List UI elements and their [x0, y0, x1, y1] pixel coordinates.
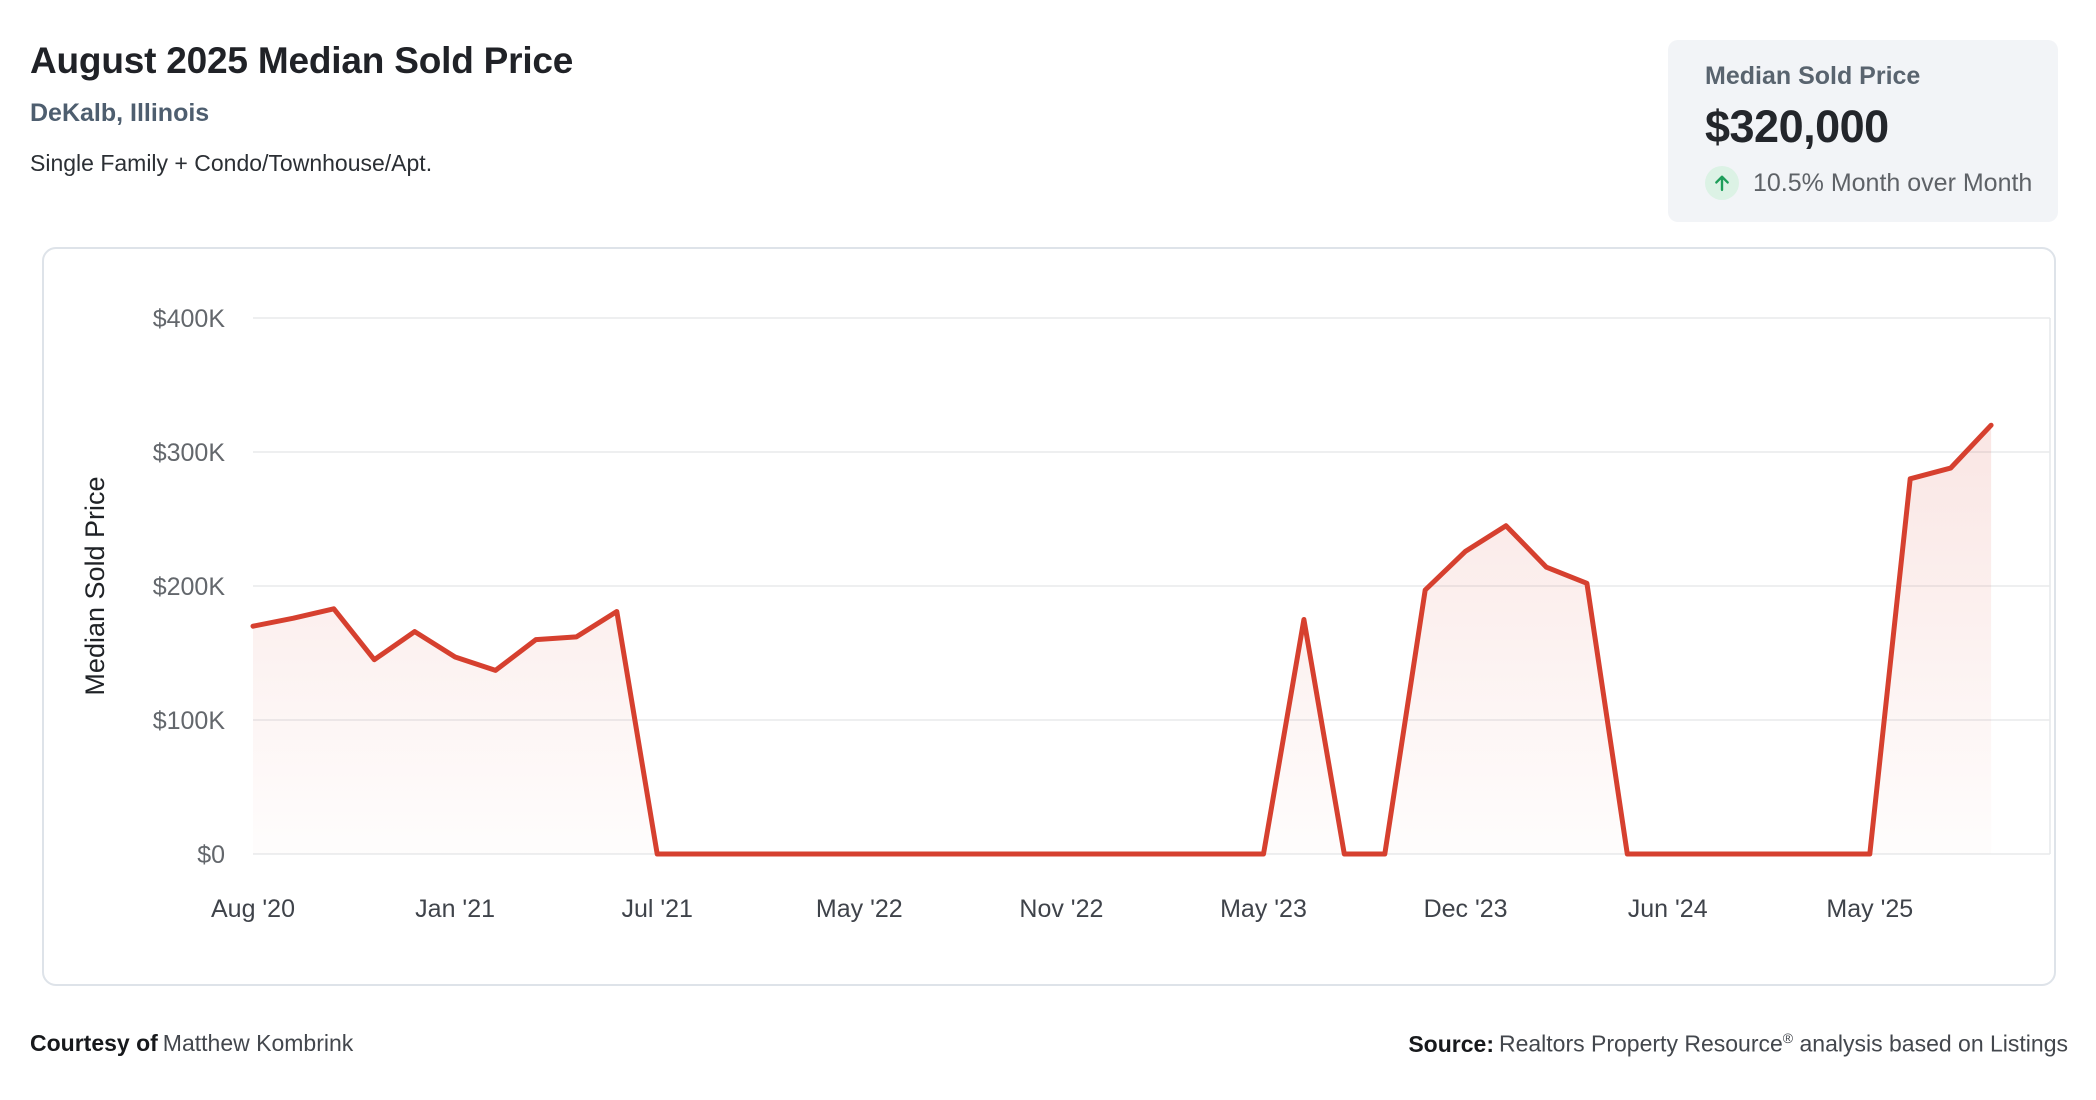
source-name: Realtors Property Resource: [1498, 1030, 1783, 1057]
footer-courtesy: Courtesy of Matthew Kombrink: [30, 1030, 353, 1057]
courtesy-label: Courtesy of: [30, 1030, 158, 1056]
y-axis-tick-labels: $0 $100K $200K $300K $400K: [153, 305, 226, 869]
svg-text:May '25: May '25: [1826, 895, 1913, 923]
svg-text:May '23: May '23: [1220, 895, 1307, 923]
svg-text:$100K: $100K: [153, 707, 226, 735]
svg-text:$400K: $400K: [153, 305, 226, 333]
stat-change-text: 10.5% Month over Month: [1753, 168, 2033, 197]
svg-text:May '22: May '22: [816, 895, 903, 923]
stat-card-value: $320,000: [1705, 101, 1889, 152]
median-sold-price-chart[interactable]: $0 $100K $200K $300K $400K Aug '20 Jan '21 Jul…: [44, 249, 2054, 984]
source-suffix: analysis based on Listings: [1793, 1030, 2068, 1057]
source-label: Source:: [1408, 1030, 1494, 1057]
x-axis-tick-labels: Aug '20 Jan '21 Jul '21 May '22 Nov '22 May '…: [211, 895, 1913, 923]
svg-text:Aug '20: Aug '20: [211, 895, 295, 923]
registered-mark: ®: [1782, 1030, 1794, 1046]
area-fill: [253, 425, 1992, 854]
svg-text:Jul '21: Jul '21: [621, 895, 692, 923]
courtesy-name: Matthew Kombrink: [162, 1030, 354, 1056]
svg-text:Nov '22: Nov '22: [1019, 895, 1103, 923]
svg-text:Jun '24: Jun '24: [1628, 895, 1708, 923]
arrow-up-icon: [1705, 166, 1739, 200]
chart-panel: $0 $100K $200K $300K $400K Aug '20 Jan '21 Jul…: [42, 247, 2056, 986]
location-subtitle: DeKalb, Illinois: [30, 99, 210, 127]
price-line: [250, 422, 1994, 857]
property-types-subtitle: Single Family + Condo/Townhouse/Apt.: [30, 150, 433, 176]
svg-text:Dec '23: Dec '23: [1424, 895, 1508, 923]
footer-source: Source: Realtors Property Resource® analy…: [1408, 1030, 2068, 1058]
y-axis-title: Median Sold Price: [80, 476, 110, 695]
stat-change-row: 10.5% Month over Month: [1705, 166, 2058, 200]
page-title: August 2025 Median Sold Price: [30, 40, 574, 81]
svg-text:$0: $0: [197, 841, 225, 869]
median-price-stat-card: Median Sold Price $320,000 10.5% Month o…: [1668, 40, 2058, 222]
svg-text:Jan '21: Jan '21: [415, 895, 495, 923]
stat-card-label: Median Sold Price: [1705, 62, 1921, 90]
svg-text:$200K: $200K: [153, 573, 226, 601]
svg-text:$300K: $300K: [153, 439, 226, 467]
report-header: August 2025 Median Sold Price DeKalb, Il…: [30, 40, 573, 177]
